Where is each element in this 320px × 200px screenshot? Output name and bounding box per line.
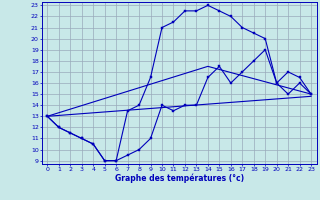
X-axis label: Graphe des températures (°c): Graphe des températures (°c) [115, 173, 244, 183]
